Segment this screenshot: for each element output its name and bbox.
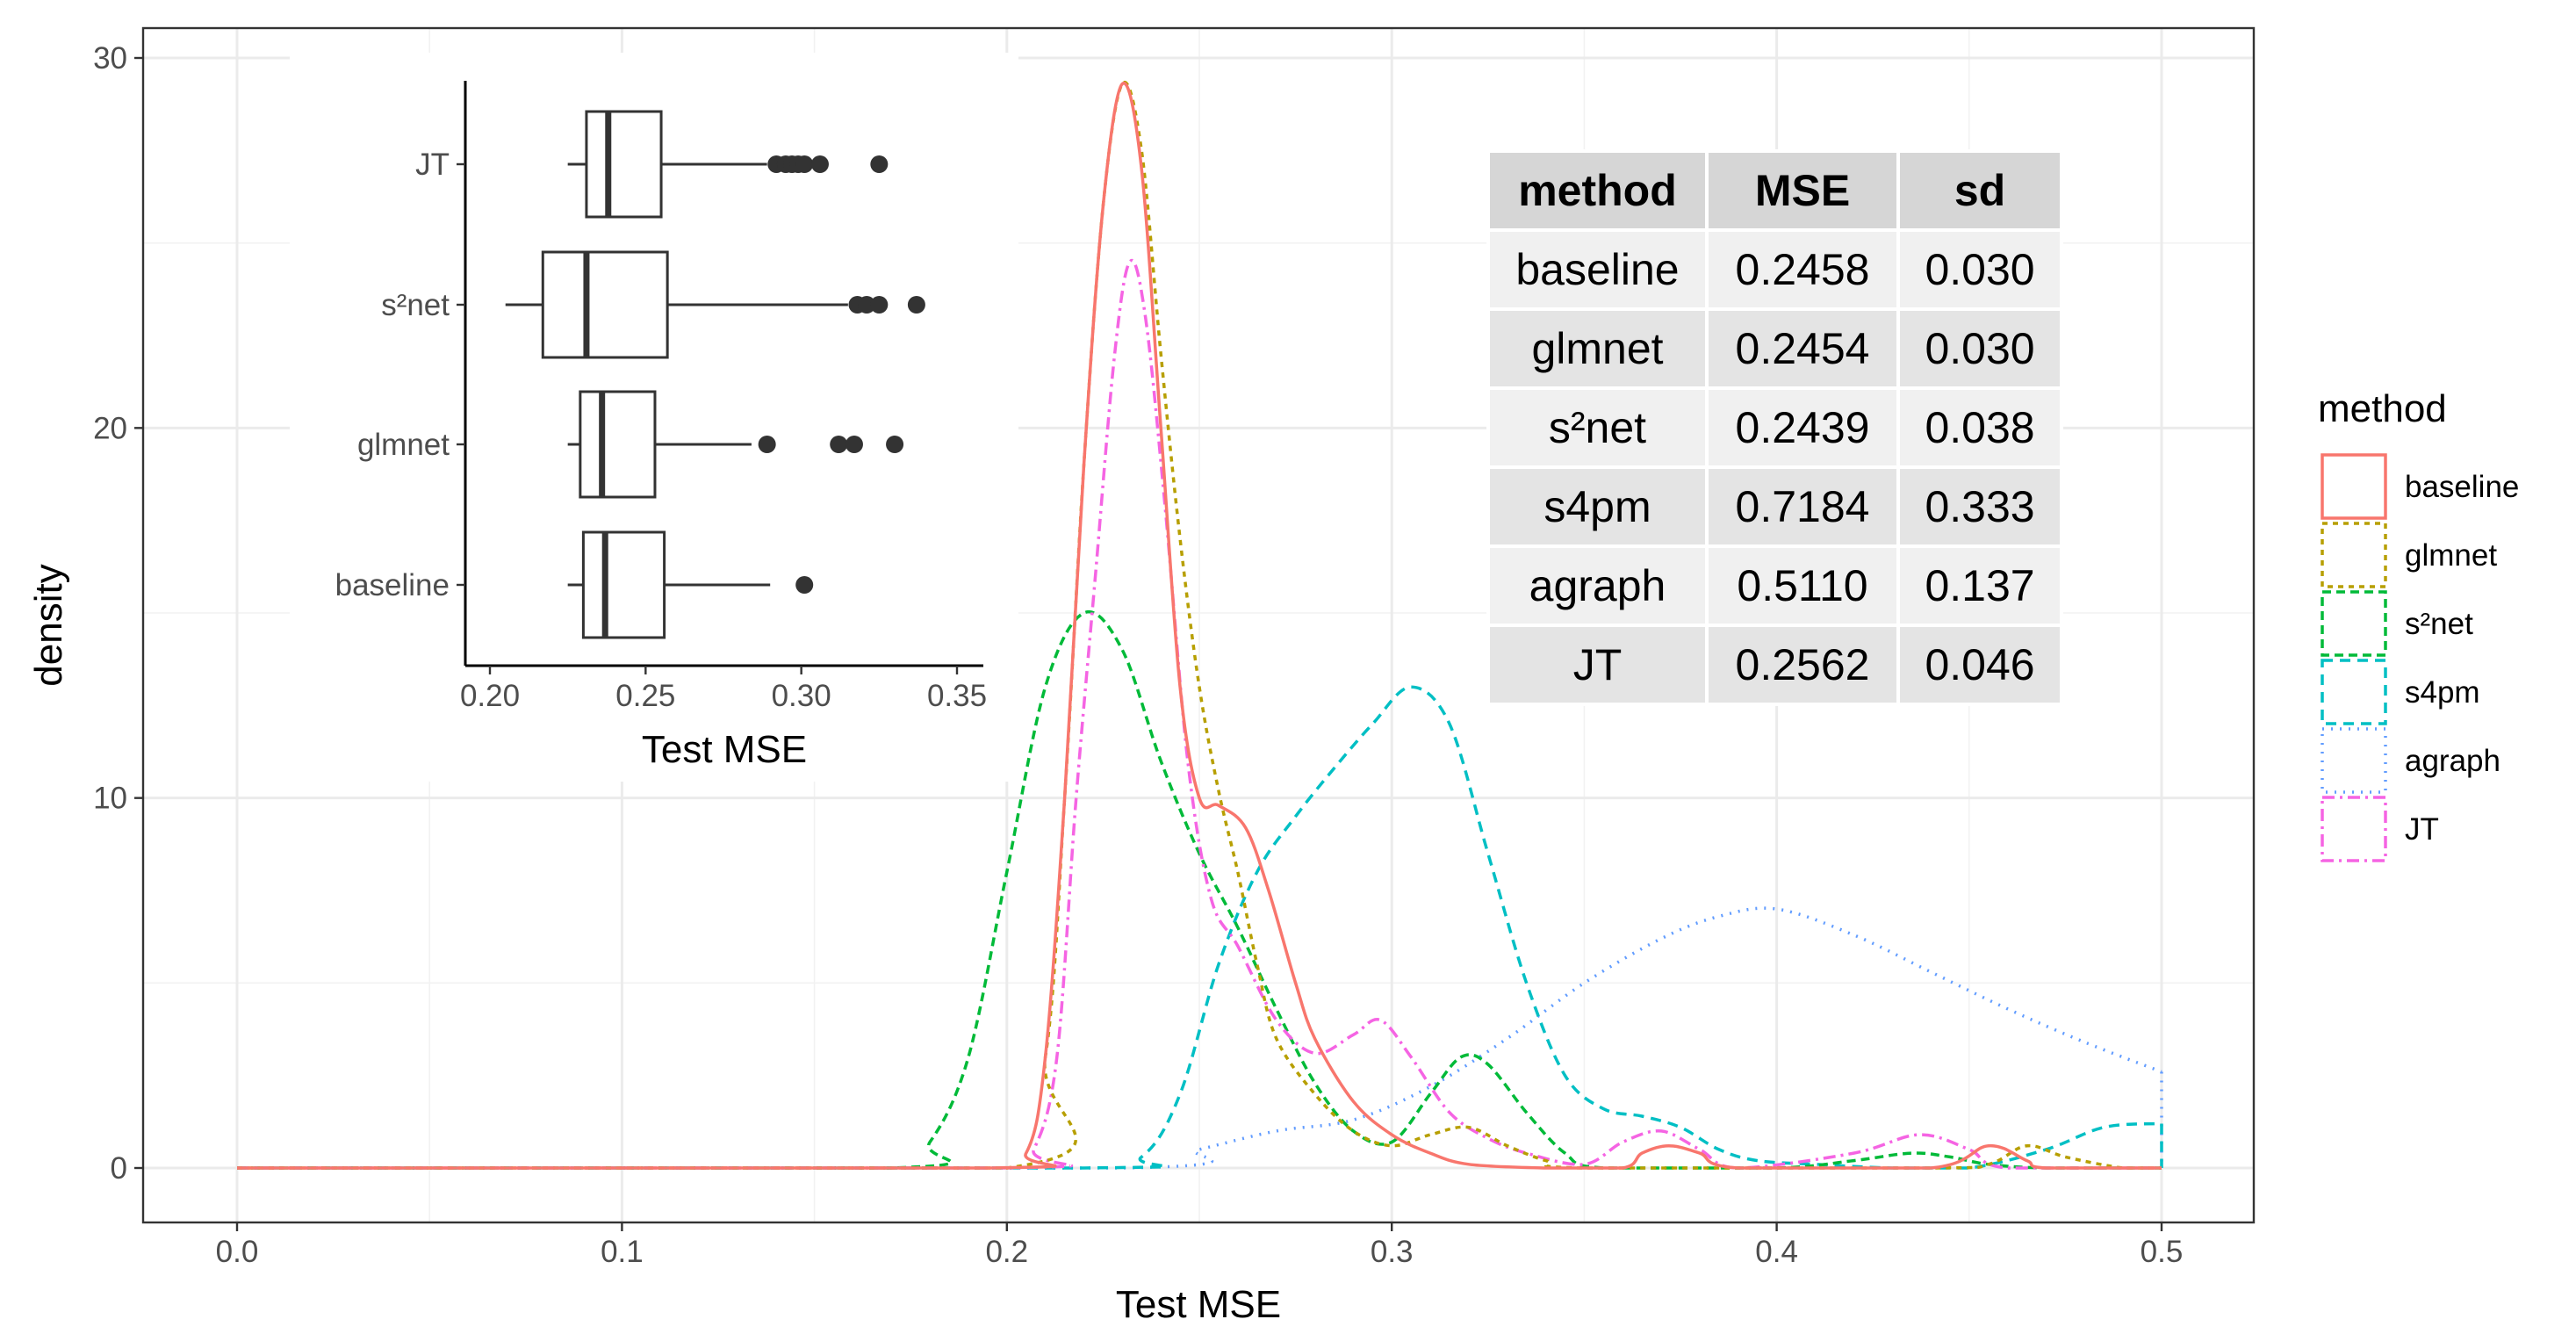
box-outlier-s2net [907,296,925,314]
box-outlier-jt [795,155,814,173]
table-cell-text: 0.5110 [1737,561,1867,610]
table-cell-text: 0.137 [1925,561,2034,610]
x-tick-label: 0.4 [1755,1235,1798,1269]
table-cell-text: 0.2562 [1736,640,1870,689]
box-outlier-glmnet [758,436,776,453]
table-cell-text: 0.030 [1925,324,2034,373]
box-outlier-glmnet [845,436,863,453]
box-outlier-jt [870,155,889,173]
table-cell-text: glmnet [1531,324,1663,373]
main-axes: 0.0 0.1 0.2 0.3 0.4 0.5 0 10 20 30 [93,41,2183,1269]
table-cell-text: 0.333 [1925,482,2034,531]
inset-y-tick-label-jt: JT [415,148,450,182]
x-tick-label: 0.3 [1371,1235,1414,1269]
box-outlier-s2net [858,296,876,314]
legend-label-s4pm: s4pm [2405,675,2480,710]
table-header-cell [1896,149,2063,232]
box-iqr-s2net [541,250,669,359]
table-cell-text: 0.2458 [1736,245,1870,294]
legend-key-baseline [2321,453,2387,520]
table-cell [1705,228,1900,311]
table-cell-text: s²net [1549,403,1646,452]
legend: method baseline glmnet s²net s4pm agraph JT [2318,387,2519,862]
box-outlier-glmnet [886,436,904,453]
legend-key-s2net [2321,590,2387,657]
x-tick-label: 0.1 [601,1235,644,1269]
inset-x-tick-label: 0.35 [927,679,987,713]
summary-table: method MSE sd baseline 0.2458 0.030 glmnet 0.24… [1486,149,2063,706]
inset-boxplot-panel: 0.20 0.25 0.30 0.35 Test MSE baseline glmnet s²… [290,53,1018,782]
x-tick-label: 0.2 [985,1235,1028,1269]
table-cell-text: 0.038 [1925,403,2034,452]
table-cell-text: 0.2454 [1736,324,1870,373]
box-outlier-baseline [795,576,814,594]
density-curves [237,80,2163,1170]
inset-y-tick-label-s2net: s²net [381,288,450,322]
table-cell-text: 0.2439 [1736,403,1870,452]
main-y-axis-title: density [27,564,70,686]
legend-label-baseline: baseline [2405,470,2519,504]
legend-label-s2net: s²net [2405,607,2473,641]
table-cell-text: 0.046 [1925,640,2034,689]
box-outlier-jt [810,155,829,173]
x-tick-label: 0.0 [216,1235,259,1269]
density-curve-s4pm [237,685,2162,1170]
table-cell [1896,307,2063,390]
table-header-text: method [1518,166,1677,215]
inset-y-tick-label-glmnet: glmnet [357,428,450,462]
table-header-cell [1486,149,1709,232]
inset-y-tick-label-baseline: baseline [335,568,450,602]
box-outlier-s2net [870,296,889,314]
table-cell-text: JT [1573,640,1623,689]
legend-title: method [2318,387,2447,430]
legend-key-jt [2321,796,2387,862]
table-cell [1486,228,1709,311]
x-tick-label: 0.5 [2141,1235,2184,1269]
box-outlier-glmnet [830,436,848,453]
table-cell [1705,465,1900,548]
table-cell [1896,544,2063,627]
inset-x-tick-label: 0.30 [772,679,831,713]
box-iqr-jt [585,110,663,219]
inset-x-tick-label: 0.25 [615,679,675,713]
table-cell [1896,465,2063,548]
legend-label-jt: JT [2405,812,2439,847]
y-tick-label: 30 [93,41,127,76]
main-panel-border [141,26,2256,1224]
table-cell [1705,386,1900,469]
legend-label-glmnet: glmnet [2405,538,2497,573]
density-curve-s2net [237,609,2162,1170]
legend-label-agraph: agraph [2405,744,2500,778]
inset-x-axis-title: Test MSE [642,728,807,771]
table-cell-text: agraph [1529,561,1666,610]
main-x-axis-title: Test MSE [1116,1283,1281,1326]
y-tick-label: 20 [93,411,127,445]
legend-key-s4pm [2321,659,2387,725]
density-curve-jt [237,258,2162,1170]
table-header-text: MSE [1755,166,1850,215]
table-header-text: sd [1954,166,2005,215]
table-cell [1486,465,1709,548]
table-cell [1486,307,1709,390]
table-cell-text: s4pm [1543,482,1651,531]
table-cell [1896,624,2063,706]
box-iqr-baseline [581,530,666,639]
y-tick-label: 10 [93,782,127,816]
table-cell [1896,228,2063,311]
box-iqr-glmnet [579,390,657,499]
table-cell-text: baseline [1515,245,1679,294]
density-curve-baseline [237,81,2162,1170]
table-cell-text: 0.030 [1925,245,2034,294]
inset-x-tick-label: 0.20 [460,679,520,713]
legend-key-agraph [2321,727,2387,794]
y-tick-label: 0 [111,1151,127,1186]
legend-key-glmnet [2321,522,2387,588]
table-cell-text: 0.7184 [1736,482,1870,531]
